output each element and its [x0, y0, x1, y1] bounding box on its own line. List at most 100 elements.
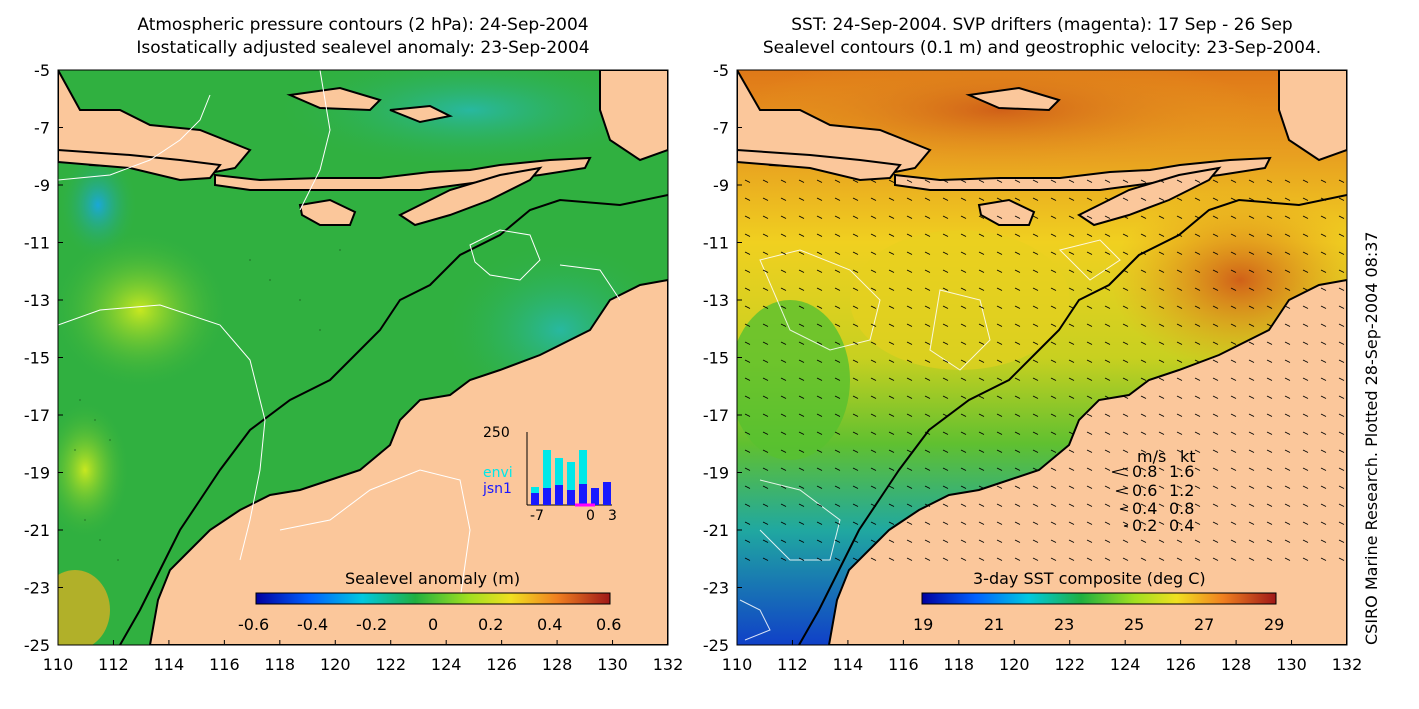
- velocity-arrow: [1014, 305, 1021, 309]
- velocity-arrow: [1014, 251, 1021, 255]
- velocity-arrow: [744, 557, 751, 561]
- lon-tick-label: 132: [653, 655, 684, 674]
- velocity-arrow: [1014, 377, 1021, 381]
- lat-tick-label: -15: [703, 349, 729, 368]
- left-title-line2: Isostatically adjusted sealevel anomaly:…: [136, 38, 590, 58]
- velocity-arrow: [906, 485, 913, 489]
- velocity-arrow: [1176, 539, 1183, 543]
- velocity-arrow: [1338, 323, 1345, 327]
- velocity-arrow: [1338, 467, 1345, 471]
- velocity-arrow: [1302, 395, 1309, 399]
- velocity-arrow: [762, 539, 769, 543]
- velocity-arrow: [1212, 305, 1219, 309]
- lat-tick-label: -5: [34, 61, 50, 80]
- velocity-arrow: [1122, 287, 1129, 291]
- velocity-arrow: [1302, 215, 1309, 219]
- lon-tick-label: 116: [888, 655, 919, 674]
- velocity-arrow: [852, 323, 859, 327]
- velocity-arrow: [1104, 449, 1111, 453]
- velocity-arrow: [1230, 467, 1237, 471]
- velocity-arrow: [870, 179, 877, 183]
- velocity-arrow: [906, 287, 913, 291]
- velocity-arrow: [744, 431, 751, 435]
- velocity-arrow: [1338, 431, 1345, 435]
- northern-islands: [286, 70, 668, 162]
- velocity-arrow: [762, 413, 769, 417]
- lat-tick-label: -19: [24, 464, 50, 483]
- velocity-arrow: [906, 377, 913, 381]
- velocity-arrow: [1320, 503, 1327, 507]
- velocity-arrow: [1050, 305, 1057, 309]
- velocity-arrow: [1338, 197, 1345, 201]
- velocity-arrow: [1284, 359, 1291, 363]
- velocity-arrow: [906, 503, 913, 507]
- velocity-arrow: [888, 215, 895, 219]
- lat-tick-label: -17: [24, 406, 50, 425]
- velocity-arrow: [1014, 521, 1021, 525]
- velocity-arrow: [924, 251, 931, 255]
- velocity-arrow: [870, 341, 877, 345]
- shelf-contour: [119, 194, 668, 645]
- velocity-arrow: [1284, 341, 1291, 345]
- velocity-arrow: [1032, 305, 1039, 309]
- velocity-arrow: [1212, 467, 1219, 471]
- velocity-arrow: [834, 215, 841, 219]
- velocity-arrow: [1086, 305, 1093, 309]
- velocity-arrow: [1194, 431, 1201, 435]
- velocity-arrow: [942, 431, 949, 435]
- lat-tick-label: -11: [24, 234, 50, 253]
- velocity-arrow: [906, 395, 913, 399]
- velocity-arrow: [1320, 305, 1327, 309]
- velocity-arrow: [996, 449, 1003, 453]
- vel-legend-ms: 0.8: [1132, 462, 1157, 481]
- velocity-arrow: [1320, 467, 1327, 471]
- velocity-arrow: [1050, 431, 1057, 435]
- velocity-arrow: [1104, 413, 1111, 417]
- velocity-arrow: [960, 377, 967, 381]
- velocity-arrow: [1068, 521, 1075, 525]
- velocity-arrow: [942, 341, 949, 345]
- velocity-arrow: [1104, 215, 1111, 219]
- velocity-arrow: [1158, 215, 1165, 219]
- velocity-arrow: [1032, 449, 1039, 453]
- velocity-arrow: [1194, 395, 1201, 399]
- lat-tick-label: -23: [24, 579, 50, 598]
- velocity-arrow: [1068, 503, 1075, 507]
- velocity-arrow: [996, 467, 1003, 471]
- velocity-arrow: [834, 251, 841, 255]
- vel-arrow-04: [1119, 506, 1129, 512]
- velocity-arrow: [1032, 197, 1039, 201]
- right-cb-tick: 25: [1124, 615, 1144, 634]
- velocity-arrow: [1212, 233, 1219, 237]
- velocity-arrow: [942, 485, 949, 489]
- velocity-arrow: [1320, 413, 1327, 417]
- velocity-arrow: [744, 197, 751, 201]
- velocity-arrow: [852, 557, 859, 561]
- lon-tick-label: 130: [1276, 655, 1307, 674]
- velocity-arrow: [1122, 341, 1129, 345]
- velocity-arrow: [1266, 179, 1273, 183]
- left-cb-tick: -0.4: [297, 615, 328, 634]
- velocity-arrow: [1194, 215, 1201, 219]
- velocity-arrow: [762, 359, 769, 363]
- vel-legend-kt: 1.2: [1169, 481, 1194, 500]
- velocity-arrow: [1104, 395, 1111, 399]
- velocity-arrow: [852, 521, 859, 525]
- velocity-arrow: [1014, 395, 1021, 399]
- velocity-arrow: [870, 359, 877, 363]
- lon-tick-label: 112: [777, 655, 808, 674]
- velocity-arrow: [1230, 413, 1237, 417]
- velocity-arrow: [978, 485, 985, 489]
- velocity-arrow: [1032, 503, 1039, 507]
- velocity-arrow: [1104, 269, 1111, 273]
- velocity-arrow: [1122, 233, 1129, 237]
- velocity-arrow: [1302, 521, 1309, 525]
- velocity-arrow: [798, 467, 805, 471]
- velocity-arrow: [888, 251, 895, 255]
- velocity-arrow: [834, 539, 841, 543]
- velocity-arrow: [798, 269, 805, 273]
- velocity-arrow: [1068, 377, 1075, 381]
- velocity-arrow: [960, 305, 967, 309]
- velocity-arrow: [780, 377, 787, 381]
- velocity-arrow: [1158, 521, 1165, 525]
